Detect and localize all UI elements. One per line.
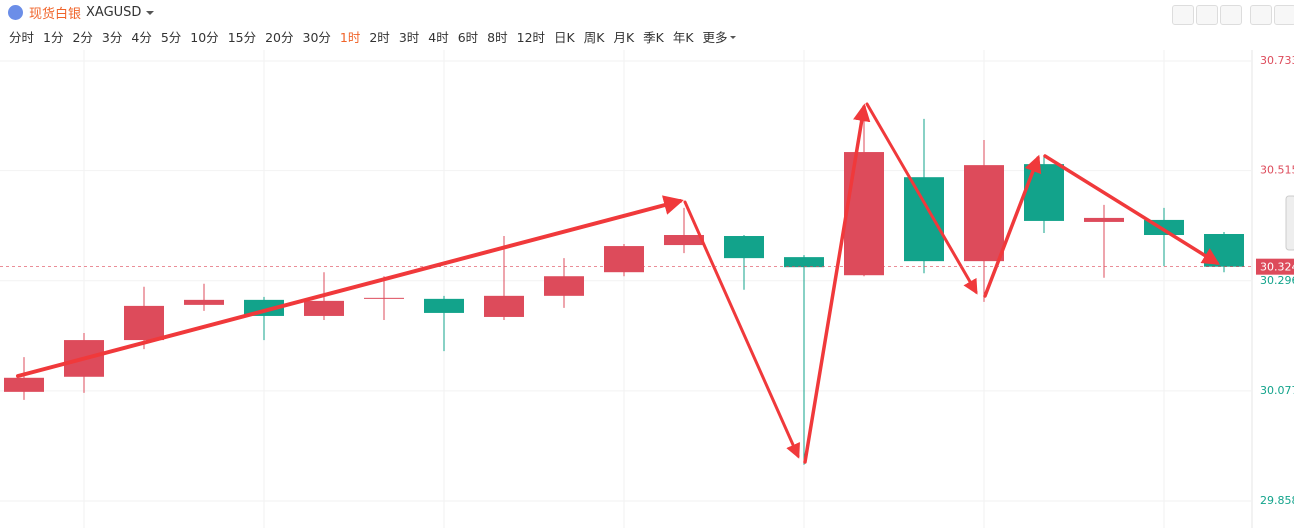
- timeframe-option[interactable]: 15分: [227, 30, 257, 45]
- current-price-box: [1256, 258, 1294, 275]
- timeframe-option[interactable]: 2分: [72, 30, 93, 45]
- timeframe-option[interactable]: 6时: [457, 30, 479, 45]
- candle-body: [1084, 217, 1124, 222]
- candle-body: [304, 300, 344, 316]
- y-tick-label: 30.296: [1260, 274, 1294, 287]
- timeframe-option[interactable]: 4分: [131, 30, 152, 45]
- candle: [904, 118, 944, 274]
- candle-body: [1204, 234, 1244, 267]
- candle-body: [4, 377, 44, 392]
- symbol-name: 现货白银: [29, 7, 82, 22]
- timeframe-option[interactable]: 4时: [428, 30, 449, 45]
- candle-body: [664, 235, 704, 246]
- candle: [124, 286, 164, 350]
- arrow: [1043, 154, 1220, 265]
- timeframe-bar: 分时 1分 2分 3分 4分 5分 10分 15分 20分 30分 1时 2时 3时 4时 6时 8时 12时日…: [9, 27, 736, 46]
- candle-body: [424, 298, 464, 313]
- candle-body: [364, 297, 404, 299]
- candle: [604, 244, 644, 277]
- timeframe-option[interactable]: 10分: [190, 30, 219, 45]
- timeframe-option[interactable]: 20分: [265, 30, 294, 45]
- toolbar: 现货白银 XAGUSD 分时 1分 2分 3分 4分 5分 10分 15分 20分 30分 1时 2时…: [0, 0, 1294, 50]
- annotation-arrows: [16, 102, 1220, 464]
- timeframe-option[interactable]: 3分: [101, 30, 123, 45]
- dropdown-caret: [146, 10, 155, 19]
- candle: [844, 109, 884, 277]
- timeframe-option[interactable]: 月K: [613, 30, 635, 45]
- timeframe-option[interactable]: 5分: [160, 30, 182, 45]
- symbol-icon: [8, 5, 23, 20]
- candle-body: [544, 276, 584, 296]
- candle-body: [484, 295, 524, 317]
- timeframe-option[interactable]: 1分: [43, 30, 64, 45]
- candle-body: [1024, 164, 1064, 221]
- candle-body: [724, 236, 764, 259]
- arrow: [983, 154, 1042, 298]
- candle-body: [604, 246, 644, 273]
- candle-body: [784, 257, 824, 268]
- timeframe-option[interactable]: 30分: [302, 30, 331, 45]
- timeframe-option[interactable]: 季K: [643, 30, 664, 45]
- candle: [964, 139, 1004, 302]
- timeframe-option[interactable]: 年K: [672, 30, 694, 45]
- candle: [484, 236, 524, 320]
- arrow: [683, 200, 800, 459]
- arrow: [803, 103, 871, 464]
- timeframe-option[interactable]: 周K: [583, 30, 605, 45]
- candle: [724, 235, 764, 290]
- close-button[interactable]: [1274, 5, 1294, 25]
- candle-body: [964, 165, 1004, 262]
- timeframe-option[interactable]: 日K: [554, 30, 575, 45]
- y-tick-label: 30.733: [1260, 54, 1294, 67]
- timeframe-option[interactable]: 12时: [516, 30, 546, 45]
- candle-body: [124, 305, 164, 341]
- timeframe-option[interactable]: 更多: [703, 27, 736, 46]
- timeframe-option[interactable]: 分时: [9, 30, 35, 45]
- arrow: [865, 102, 978, 295]
- collapse-tab[interactable]: [1285, 195, 1294, 251]
- current-price-label: 30.324: [1260, 261, 1294, 274]
- draw-button[interactable]: [1196, 5, 1218, 25]
- candle: [4, 357, 44, 400]
- chart-type-button[interactable]: [1220, 5, 1242, 25]
- candle: [364, 276, 404, 320]
- candle: [424, 295, 464, 352]
- candle: [1024, 155, 1064, 233]
- timeframe-option[interactable]: 1时: [339, 30, 361, 45]
- y-tick-label: 30.077: [1260, 384, 1294, 397]
- candle-body: [904, 177, 944, 262]
- candle: [1204, 231, 1244, 273]
- candle: [184, 283, 224, 311]
- fullscreen-button[interactable]: [1250, 5, 1272, 25]
- timeframe-option[interactable]: 2时: [369, 30, 390, 45]
- timeframe-option[interactable]: 3时: [398, 30, 420, 45]
- candle-body: [844, 152, 884, 276]
- y-tick-label: 30.515: [1260, 164, 1294, 177]
- candle: [664, 207, 704, 254]
- candle: [784, 255, 824, 465]
- candle: [244, 296, 284, 341]
- indicator-button[interactable]: [1172, 5, 1194, 25]
- candle: [544, 258, 584, 308]
- symbol-selector[interactable]: 现货白银 XAGUSD: [8, 3, 155, 22]
- symbol-code: XAGUSD: [86, 5, 142, 20]
- candle: [1084, 204, 1124, 278]
- candle-body: [184, 299, 224, 305]
- y-tick-label: 29.858: [1260, 494, 1294, 507]
- timeframe-option[interactable]: 8时: [487, 30, 508, 45]
- arrow: [16, 195, 684, 378]
